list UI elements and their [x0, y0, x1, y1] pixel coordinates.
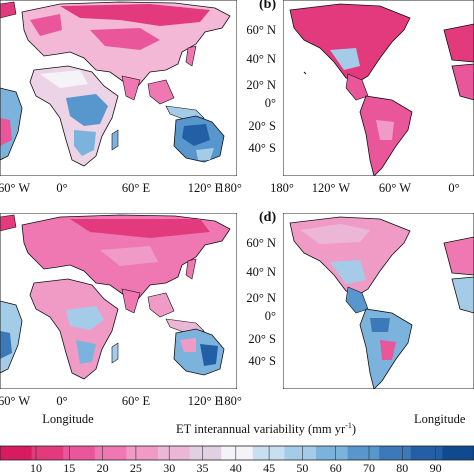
colorbar-segment [63, 446, 96, 460]
x-axis-label: Longitude [414, 412, 466, 426]
lat-tick-label: 0° [265, 96, 276, 110]
lon-tick-label: 0° [56, 394, 67, 408]
panel-label: (d) [259, 210, 276, 225]
north-america-landmass [289, 3, 411, 83]
x-axis-label: Longitude [42, 412, 94, 426]
lat-tick-label: 60° N [246, 236, 276, 250]
colorbar-title-close: ) [352, 422, 356, 436]
colorbar-tick-label: 90 [430, 461, 442, 474]
colorbar-segment [284, 446, 317, 460]
colorbar-tick-label: 15 [63, 461, 75, 474]
panel-top-left-map [0, 0, 237, 176]
colorbar-title-superscript: -1 [345, 421, 352, 430]
colorbar-segment [410, 446, 443, 460]
lon-tick-label: 0° [448, 181, 459, 195]
lon-tick-label: 120° W [312, 181, 351, 195]
colorbar-segment [94, 446, 127, 460]
panel-label: (b) [259, 0, 276, 12]
lon-tick-label: 120° E [188, 394, 223, 408]
colorbar-tick-label: 10 [30, 461, 42, 474]
colorbar-title-text: ET interannual variability (mm yr [176, 422, 346, 436]
colorbar-segment [347, 446, 380, 460]
lat-tick-label: 20° S [248, 119, 276, 133]
colorbar-segment [0, 446, 33, 460]
lat-tick-label: 40° N [246, 52, 276, 66]
panel-bottom-left-map [0, 213, 237, 389]
lon-tick-label: 60° E [122, 181, 151, 195]
colorbar-tick-label: 70 [363, 461, 375, 474]
colorbar-border [0, 445, 474, 461]
lon-tick-label: 60° W [379, 181, 411, 195]
panel-bottom-right-map [283, 213, 474, 389]
lat-tick-label: 60° N [246, 23, 276, 37]
colorbar-tick-label: 20 [97, 461, 109, 474]
colorbar-segment [221, 446, 254, 460]
colorbar-segment [31, 446, 64, 460]
lat-tick-label: 40° S [248, 354, 276, 368]
lat-tick-label: 0° [265, 309, 276, 323]
colorbar-tick-label: 80 [396, 461, 408, 474]
lon-tick-label: 60° W [0, 181, 30, 195]
lon-tick-label: 180° [218, 394, 242, 408]
lat-tick-label: 20° S [248, 332, 276, 346]
colorbar-title: ET interannual variability (mm yr-1) [176, 421, 356, 436]
colorbar-segment [126, 446, 159, 460]
colorbar: 10 15 20 25 30 35 40 45 50 60 70 80 90 [0, 445, 474, 474]
colorbar-segment [158, 446, 191, 460]
colorbar-segment [442, 446, 474, 460]
colorbar-tick-label: 50 [296, 461, 308, 474]
lon-tick-label: 60° E [122, 394, 151, 408]
lon-tick-label: 180° [218, 181, 242, 195]
colorbar-tick-label: 40 [230, 461, 242, 474]
lon-tick-label: 120° E [188, 181, 223, 195]
colorbar-tick-label: 25 [130, 461, 142, 474]
colorbar-segment [189, 446, 222, 460]
colorbar-tick-label: 35 [197, 461, 209, 474]
lat-tick-label: 20° N [246, 78, 276, 92]
lat-tick-label: 20° N [246, 291, 276, 305]
colorbar-tick-label: 30 [163, 461, 175, 474]
lon-tick-label: 0° [56, 181, 67, 195]
colorbar-tick-label: 45 [263, 461, 275, 474]
colorbar-segment [379, 446, 412, 460]
colorbar-tick-label: 60 [330, 461, 342, 474]
lon-tick-label: 60° W [0, 394, 30, 408]
panel-top-right-map [283, 0, 474, 176]
lat-tick-label: 40° S [248, 141, 276, 155]
colorbar-segment [316, 446, 349, 460]
lat-tick-label: 40° N [246, 265, 276, 279]
lon-tick-label: 180° [270, 181, 294, 195]
